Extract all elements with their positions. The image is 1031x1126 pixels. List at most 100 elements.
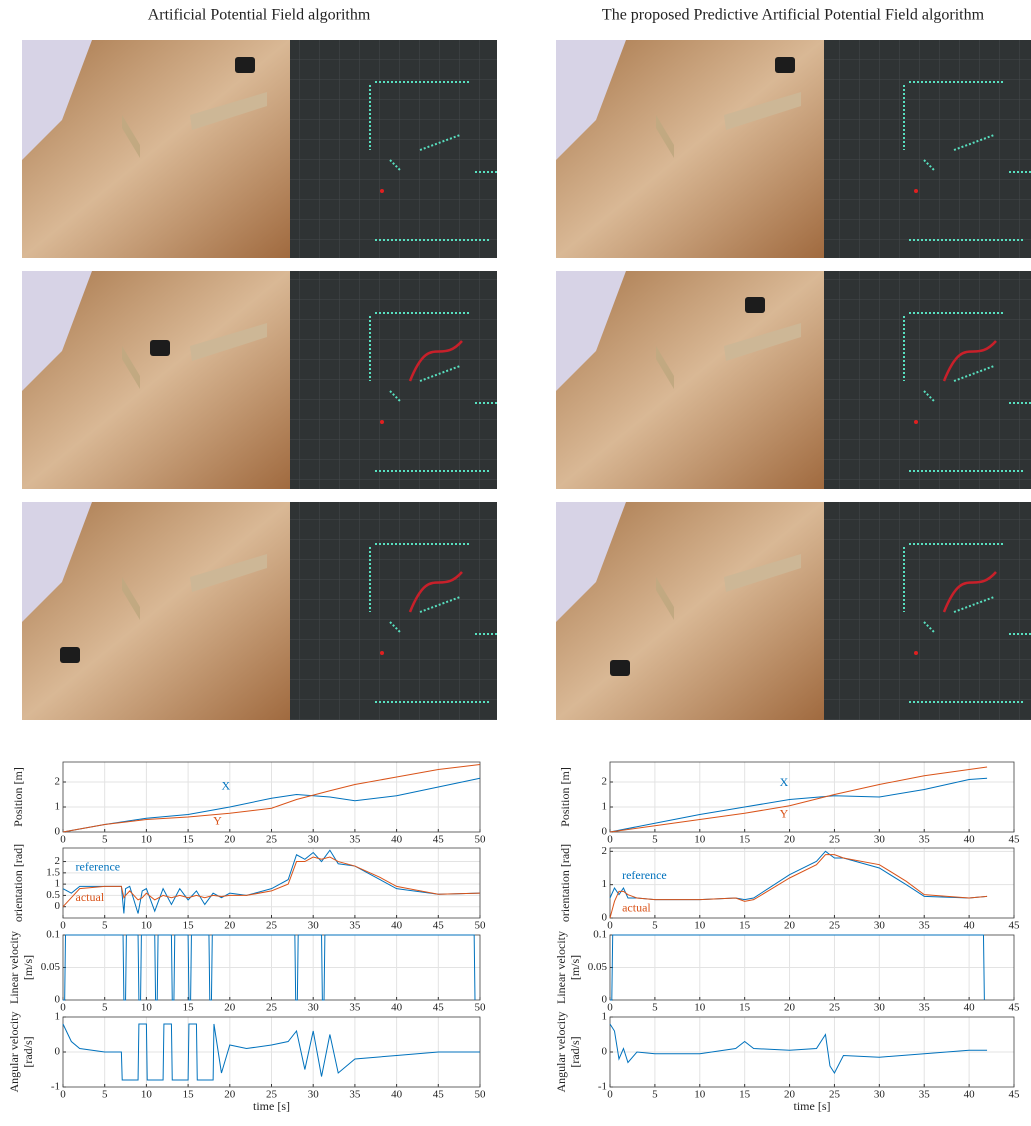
y-tick-label: 1 xyxy=(55,878,61,890)
x-tick-label: 15 xyxy=(183,1002,195,1014)
series-label: X xyxy=(221,778,230,792)
y-tick-label: 0 xyxy=(602,994,608,1006)
x-tick-label: 0 xyxy=(607,834,613,846)
x-tick-label: 0 xyxy=(607,1089,613,1101)
x-tick-label: 20 xyxy=(224,1089,236,1101)
x-tick-label: 5 xyxy=(652,920,658,932)
x-tick-label: 45 xyxy=(1009,1002,1021,1014)
y-tick-label: 0.05 xyxy=(41,961,61,973)
x-tick-label: 0 xyxy=(60,1002,66,1014)
y-tick-label: -1 xyxy=(51,1081,60,1093)
series-line xyxy=(610,1024,987,1073)
robot xyxy=(745,297,765,313)
y-tick-label: 2 xyxy=(602,845,608,857)
x-tick-label: 0 xyxy=(607,920,613,932)
goal xyxy=(380,651,384,655)
x-tick-label: 35 xyxy=(919,1002,931,1014)
x-tick-label: 25 xyxy=(829,1089,841,1101)
y-axis-label: Position [m] xyxy=(11,767,25,827)
goal xyxy=(914,651,918,655)
x-tick-label: 30 xyxy=(308,834,320,846)
x-tick-label: 5 xyxy=(652,1089,658,1101)
x-tick-label: 5 xyxy=(102,1002,108,1014)
x-tick-label: 30 xyxy=(308,1089,320,1101)
x-tick-label: 40 xyxy=(964,834,976,846)
x-tick-label: 45 xyxy=(433,1089,445,1101)
x-tick-label: 40 xyxy=(964,1002,976,1014)
y-tick-label: 1.5 xyxy=(46,866,60,878)
y-tick-label: 2 xyxy=(55,855,61,867)
x-tick-label: 25 xyxy=(829,920,841,932)
x-tick-label: 35 xyxy=(919,1089,931,1101)
plot-frame xyxy=(610,848,1014,918)
x-tick-label: 0 xyxy=(60,920,66,932)
y-tick-label: 0 xyxy=(55,826,61,838)
y-tick-label: 0 xyxy=(602,826,608,838)
x-tick-label: 10 xyxy=(141,1089,153,1101)
y-axis-label: [rad/s] xyxy=(568,1036,582,1067)
map xyxy=(290,40,497,258)
series-label: reference xyxy=(622,868,667,882)
x-tick-label: 10 xyxy=(141,834,153,846)
map xyxy=(824,40,1031,258)
x-tick-label: 40 xyxy=(964,1089,976,1101)
x-tick-label: 20 xyxy=(224,1002,236,1014)
plot: 0510152025303540455000.050.1Linear veloc… xyxy=(7,929,486,1014)
x-tick-label: 40 xyxy=(964,920,976,932)
robot xyxy=(150,340,170,356)
x-tick-label: 20 xyxy=(224,834,236,846)
y-axis-label: Angular velocity xyxy=(7,1012,21,1093)
goal xyxy=(380,189,384,193)
x-tick-label: 50 xyxy=(475,1002,487,1014)
plot: 05101520253035404550-101Angular velocity… xyxy=(7,1011,486,1113)
x-tick-label: 30 xyxy=(874,1002,886,1014)
x-tick-label: 40 xyxy=(391,920,403,932)
x-tick-label: 50 xyxy=(475,834,487,846)
map xyxy=(290,271,497,489)
x-tick-label: 0 xyxy=(607,1002,613,1014)
x-tick-label: 40 xyxy=(391,834,403,846)
y-tick-label: 1 xyxy=(602,878,608,890)
x-tick-label: 30 xyxy=(308,920,320,932)
x-tick-label: 45 xyxy=(433,1002,445,1014)
x-tick-label: 35 xyxy=(349,1089,361,1101)
x-tick-label: 45 xyxy=(1009,834,1021,846)
x-tick-label: 30 xyxy=(874,1089,886,1101)
x-tick-label: 25 xyxy=(266,834,278,846)
x-tick-label: 30 xyxy=(874,834,886,846)
x-tick-label: 25 xyxy=(266,920,278,932)
x-tick-label: 15 xyxy=(739,834,751,846)
x-tick-label: 15 xyxy=(739,920,751,932)
x-tick-label: 10 xyxy=(694,1002,706,1014)
x-tick-label: 15 xyxy=(183,1089,195,1101)
series-line xyxy=(610,855,987,918)
series-label: X xyxy=(780,775,789,789)
x-tick-label: 35 xyxy=(349,920,361,932)
plot-frame xyxy=(610,762,1014,832)
y-tick-label: 1 xyxy=(55,801,61,813)
x-tick-label: 35 xyxy=(349,1002,361,1014)
series-label: actual xyxy=(622,901,651,915)
x-tick-label: 25 xyxy=(829,834,841,846)
goal xyxy=(380,420,384,424)
series-label: Y xyxy=(213,813,222,827)
y-tick-label: -1 xyxy=(598,1081,607,1093)
robot xyxy=(60,647,80,663)
robot xyxy=(610,660,630,676)
y-tick-label: 0 xyxy=(55,1046,61,1058)
series-label: reference xyxy=(76,859,121,873)
map xyxy=(290,502,497,720)
plot: 051015202530354045-101Angular velocity[r… xyxy=(554,1011,1020,1113)
x-tick-label: 15 xyxy=(183,834,195,846)
x-tick-label: 40 xyxy=(391,1002,403,1014)
robot xyxy=(235,57,255,73)
x-tick-label: 25 xyxy=(266,1002,278,1014)
x-tick-label: 40 xyxy=(391,1089,403,1101)
y-tick-label: 1 xyxy=(602,1011,608,1023)
y-axis-label: Linear velocity xyxy=(7,931,21,1004)
y-axis-label: Position [m] xyxy=(558,767,572,827)
y-tick-label: 2 xyxy=(602,776,608,788)
x-tick-label: 15 xyxy=(739,1089,751,1101)
map xyxy=(824,271,1031,489)
